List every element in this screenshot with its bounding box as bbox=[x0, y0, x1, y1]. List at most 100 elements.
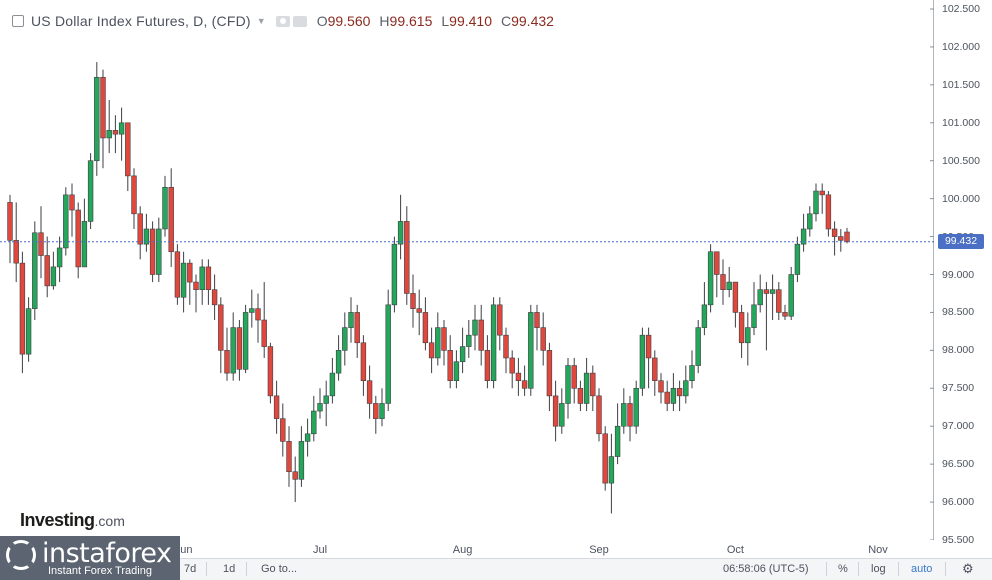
range-7d-button[interactable]: 7d bbox=[184, 563, 197, 575]
range-1d-button[interactable]: 1d bbox=[223, 563, 236, 575]
last-price-label: 99.432 bbox=[938, 234, 984, 250]
candle bbox=[44, 236, 50, 298]
divider bbox=[945, 562, 946, 576]
candle-body-down bbox=[478, 319, 484, 351]
candle-body-down bbox=[360, 342, 367, 381]
candle-body-up bbox=[639, 334, 646, 389]
candle-body-up bbox=[459, 346, 466, 363]
candle-body-down bbox=[782, 312, 788, 317]
auto-toggle[interactable]: auto bbox=[911, 563, 933, 575]
time-tick-label: Oct bbox=[726, 544, 744, 556]
candle-body-up bbox=[50, 266, 57, 287]
candle bbox=[193, 274, 199, 313]
candle bbox=[509, 350, 515, 389]
candle bbox=[831, 221, 838, 256]
candle bbox=[515, 357, 522, 396]
candle bbox=[838, 228, 844, 252]
candle bbox=[800, 213, 807, 252]
candle bbox=[25, 297, 32, 362]
candle bbox=[131, 168, 137, 229]
price-tick-label: 96.000 bbox=[942, 496, 975, 509]
candle bbox=[577, 380, 584, 412]
candle bbox=[323, 380, 329, 427]
price-axis[interactable]: 95.500 96.000 96.500 97.000 97.500 98.000 98.5… bbox=[934, 0, 992, 546]
candle bbox=[807, 206, 813, 237]
candle bbox=[652, 350, 658, 396]
candle-body-down bbox=[267, 346, 274, 397]
candle bbox=[397, 194, 404, 260]
candle-body-down bbox=[521, 380, 528, 389]
candle bbox=[205, 259, 212, 305]
candle-body-up bbox=[329, 372, 336, 397]
candle bbox=[168, 168, 174, 267]
settings-icon[interactable] bbox=[292, 15, 307, 27]
candle-body-up bbox=[813, 190, 819, 215]
candle-body-up bbox=[118, 122, 125, 135]
candle bbox=[794, 236, 801, 283]
candle bbox=[255, 293, 261, 343]
candle-body-up bbox=[769, 289, 776, 294]
candle-body-up bbox=[230, 327, 236, 374]
candle-body-down bbox=[714, 251, 720, 275]
candle bbox=[143, 213, 150, 252]
candle bbox=[311, 395, 317, 442]
divider bbox=[858, 562, 859, 576]
candle bbox=[410, 274, 416, 328]
candle bbox=[280, 403, 286, 457]
candle bbox=[218, 297, 224, 374]
candle bbox=[373, 395, 379, 434]
candle bbox=[639, 327, 646, 396]
divider bbox=[246, 562, 247, 576]
time-axis[interactable]: Jun Jul Aug Sep Oct Nov bbox=[0, 540, 934, 558]
percent-toggle[interactable]: % bbox=[838, 563, 848, 575]
candle bbox=[81, 198, 88, 268]
goto-button[interactable]: Go to... bbox=[261, 563, 298, 575]
candle bbox=[360, 335, 367, 396]
symbol-title[interactable]: US Dollar Index Futures, D, (CFD) bbox=[31, 13, 251, 29]
candle-body-down bbox=[354, 312, 360, 344]
candle-body-down bbox=[410, 293, 416, 309]
log-toggle[interactable]: log bbox=[871, 563, 886, 575]
watermark-brand: instaforex bbox=[42, 538, 172, 569]
candle-body-down bbox=[596, 395, 602, 435]
candle-body-down bbox=[261, 319, 267, 347]
candle bbox=[242, 304, 249, 374]
candle bbox=[50, 251, 57, 290]
candle-body-down bbox=[69, 194, 75, 211]
candle bbox=[701, 282, 708, 336]
candle-body-down bbox=[484, 350, 491, 382]
candle-body-down bbox=[645, 334, 652, 359]
candle-body-up bbox=[342, 327, 348, 351]
candle bbox=[602, 426, 608, 491]
price-tick-label: 98.000 bbox=[942, 344, 975, 357]
candle bbox=[658, 373, 664, 404]
instaforex-watermark: instaforex Instant Forex Trading bbox=[0, 536, 180, 580]
candle-body-down bbox=[236, 327, 243, 370]
plot-area[interactable] bbox=[0, 0, 934, 540]
candle bbox=[75, 202, 81, 279]
candle bbox=[552, 380, 559, 442]
candle-body-up bbox=[298, 441, 305, 480]
candle bbox=[670, 373, 677, 412]
time-tick-label: Sep bbox=[589, 544, 609, 556]
candle-body-up bbox=[689, 365, 695, 381]
candlestick-chart[interactable] bbox=[0, 0, 934, 540]
chevron-down-icon[interactable]: ▼ bbox=[256, 16, 266, 26]
candle-body-up bbox=[317, 403, 323, 412]
price-tick-label: 101.500 bbox=[942, 78, 980, 91]
candle bbox=[211, 274, 218, 321]
candle-body-down bbox=[125, 122, 131, 177]
candle-body-up bbox=[106, 130, 112, 139]
candle bbox=[118, 107, 125, 161]
candle bbox=[391, 236, 398, 313]
candle-body-up bbox=[32, 232, 38, 309]
candle bbox=[608, 433, 615, 514]
candle bbox=[769, 274, 776, 321]
candle bbox=[199, 259, 205, 305]
candle bbox=[664, 380, 670, 412]
candle-body-up bbox=[56, 247, 63, 268]
candle bbox=[534, 304, 540, 351]
eye-icon[interactable] bbox=[275, 15, 290, 27]
gear-icon[interactable]: ⚙ bbox=[962, 561, 974, 576]
candle bbox=[174, 244, 181, 305]
